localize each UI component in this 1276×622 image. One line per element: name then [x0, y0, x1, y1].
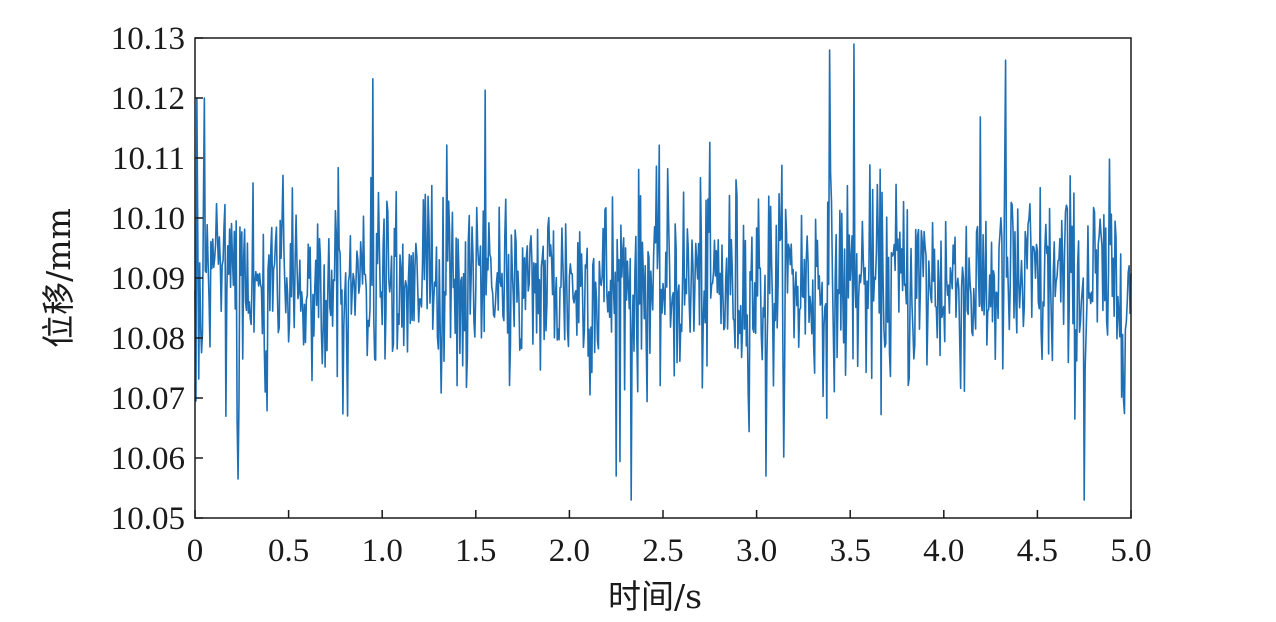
series-group — [194, 43, 1132, 501]
x-tick-label: 4.5 — [1017, 533, 1058, 569]
x-tick-label: 1.0 — [362, 533, 403, 569]
axes — [194, 37, 1132, 519]
x-tick-label: 4.0 — [923, 533, 964, 569]
y-tick-label: 10.09 — [111, 261, 185, 297]
x-tick-label: 1.5 — [455, 533, 496, 569]
x-tick-label: 5.0 — [1110, 533, 1151, 569]
x-tick-label: 3.5 — [830, 533, 871, 569]
x-tick-label: 3.0 — [736, 533, 777, 569]
y-tick-label: 10.13 — [111, 21, 185, 57]
y-tick-label: 10.08 — [111, 321, 185, 357]
x-tick-label: 0 — [187, 533, 204, 569]
y-tick-label: 10.06 — [111, 441, 185, 477]
displacement-series-line — [194, 43, 1132, 501]
y-tick-label: 10.07 — [111, 381, 185, 417]
x-tick-label: 2.5 — [642, 533, 683, 569]
y-axis-title: 位移/mm — [39, 208, 78, 348]
y-tick-label: 10.12 — [111, 81, 185, 117]
x-tick-label: 2.0 — [549, 533, 590, 569]
y-tick-label: 10.05 — [111, 501, 185, 537]
x-axis-title: 时间/s — [608, 577, 702, 616]
y-tick-label: 10.11 — [112, 141, 185, 177]
y-tick-label: 10.10 — [111, 201, 185, 237]
tick-labels: 0 0.5 1.0 1.5 2.0 2.5 3.0 3.5 4.0 4.5 5.0 10.05 10.0… — [111, 21, 1152, 569]
x-tick-label: 0.5 — [268, 533, 309, 569]
